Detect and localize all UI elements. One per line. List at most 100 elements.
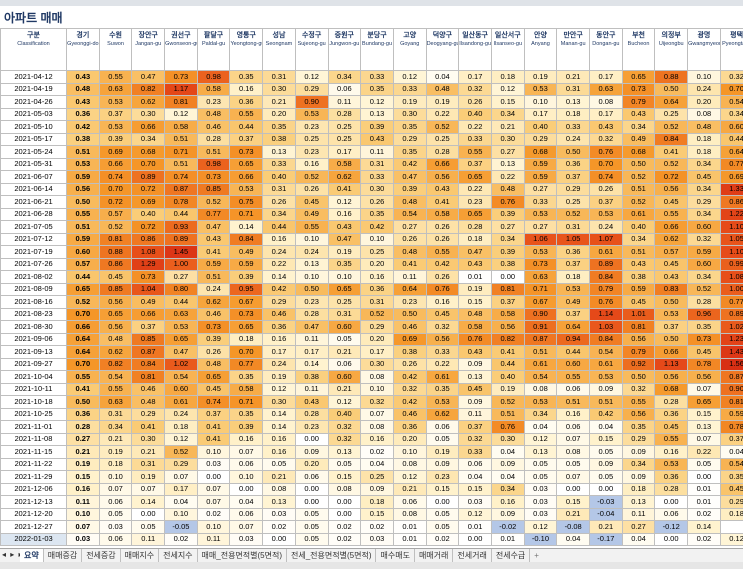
value-cell[interactable]: -0.03 — [589, 495, 623, 509]
row-date[interactable]: 2021-10-25 — [0, 407, 67, 421]
value-cell[interactable]: 0.53 — [98, 120, 133, 134]
value-cell[interactable]: 0.98 — [196, 70, 231, 84]
value-cell[interactable]: 1.56 — [719, 357, 743, 371]
value-cell[interactable]: 0.66 — [131, 120, 166, 134]
value-cell[interactable]: 0.53 — [164, 320, 198, 334]
value-cell[interactable]: 0.11 — [131, 532, 166, 546]
value-cell[interactable]: 0.25 — [360, 470, 394, 484]
value-cell[interactable]: 0.51 — [164, 157, 198, 171]
row-date[interactable]: 2021-06-21 — [0, 195, 67, 209]
row-date[interactable]: 2021-12-06 — [0, 482, 67, 496]
value-cell[interactable]: 0.10 — [294, 232, 329, 246]
value-cell[interactable]: 0.16 — [556, 407, 590, 421]
value-cell[interactable]: 0.07 — [66, 520, 100, 534]
value-cell[interactable]: 0.09 — [490, 507, 525, 521]
value-cell[interactable]: 0.76 — [490, 195, 525, 209]
value-cell[interactable]: 0.56 — [98, 320, 133, 334]
value-cell[interactable]: 0.00 — [556, 482, 590, 496]
value-cell[interactable]: 0.70 — [66, 357, 100, 371]
value-cell[interactable]: 0.27 — [523, 220, 558, 234]
value-cell[interactable]: 0.30 — [490, 432, 525, 446]
value-cell[interactable]: 0.90 — [294, 95, 329, 109]
value-cell[interactable]: 0.85 — [196, 182, 231, 196]
value-cell[interactable]: 0.41 — [131, 420, 166, 434]
value-cell[interactable]: 0.20 — [687, 95, 721, 109]
value-cell[interactable]: 0.15 — [490, 95, 525, 109]
value-cell[interactable]: 0.37 — [229, 132, 264, 146]
row-date[interactable]: 2021-05-31 — [0, 157, 67, 171]
value-cell[interactable]: 0.27 — [621, 520, 656, 534]
value-cell[interactable]: 0.51 — [196, 270, 231, 284]
value-cell[interactable]: 0.52 — [360, 307, 394, 321]
value-cell[interactable]: 0.41 — [196, 420, 231, 434]
sheet-tab[interactable]: 전세거래 — [453, 549, 492, 562]
value-cell[interactable]: 0.05 — [98, 507, 133, 521]
value-cell[interactable]: 0.16 — [425, 295, 460, 309]
value-cell[interactable]: 0.34 — [687, 182, 721, 196]
value-cell[interactable]: 0.25 — [294, 132, 329, 146]
value-cell[interactable]: 0.22 — [262, 257, 296, 271]
value-cell[interactable]: 0.15 — [687, 407, 721, 421]
value-cell[interactable]: 0.04 — [490, 470, 525, 484]
value-cell[interactable]: 0.34 — [687, 207, 721, 221]
value-cell[interactable]: 0.66 — [654, 345, 689, 359]
value-cell[interactable]: 0.23 — [196, 95, 231, 109]
value-cell[interactable]: 0.50 — [654, 295, 689, 309]
value-cell[interactable]: 0.66 — [98, 157, 133, 171]
value-cell[interactable]: 0.02 — [327, 520, 362, 534]
value-cell[interactable]: 0.59 — [719, 407, 743, 421]
value-cell[interactable]: 0.53 — [294, 107, 329, 121]
value-cell[interactable]: 0.64 — [556, 320, 590, 334]
value-cell[interactable]: 0.58 — [229, 382, 264, 396]
value-cell[interactable]: 0.58 — [490, 307, 525, 321]
value-cell[interactable]: 0.53 — [229, 182, 264, 196]
value-cell[interactable]: 0.01 — [458, 270, 492, 284]
value-cell[interactable]: 0.54 — [719, 457, 743, 471]
value-cell[interactable]: 0.50 — [392, 307, 427, 321]
value-cell[interactable]: 0.35 — [229, 407, 264, 421]
value-cell[interactable]: 1.45 — [164, 245, 198, 259]
value-cell[interactable]: 0.95 — [229, 282, 264, 296]
value-cell[interactable]: 0.48 — [98, 332, 133, 346]
value-cell[interactable]: 0.02 — [164, 532, 198, 546]
value-cell[interactable]: 0.49 — [556, 295, 590, 309]
value-cell[interactable]: 0.24 — [294, 245, 329, 259]
value-cell[interactable]: 0.37 — [556, 307, 590, 321]
value-cell[interactable]: 0.38 — [621, 270, 656, 284]
value-cell[interactable]: 0.84 — [589, 270, 623, 284]
value-cell[interactable]: 0.38 — [262, 132, 296, 146]
value-cell[interactable]: 0.41 — [425, 195, 460, 209]
value-cell[interactable]: 0.21 — [262, 95, 296, 109]
value-cell[interactable]: -0.10 — [523, 532, 558, 546]
value-cell[interactable]: 0.19 — [66, 457, 100, 471]
value-cell[interactable]: 0.38 — [490, 257, 525, 271]
value-cell[interactable]: 0.16 — [654, 445, 689, 459]
value-cell[interactable]: 0.55 — [654, 207, 689, 221]
value-cell[interactable]: 0.30 — [131, 107, 166, 121]
value-cell[interactable]: 0.19 — [392, 95, 427, 109]
value-cell[interactable]: 0.04 — [719, 445, 743, 459]
value-cell[interactable]: 0.04 — [164, 495, 198, 509]
value-cell[interactable]: 0.12 — [360, 95, 394, 109]
value-cell[interactable]: 0.13 — [687, 420, 721, 434]
value-cell[interactable]: 0.68 — [654, 382, 689, 396]
value-cell[interactable]: 0.28 — [425, 145, 460, 159]
value-cell[interactable]: 0.86 — [131, 232, 166, 246]
value-cell[interactable]: 0.18 — [621, 482, 656, 496]
value-cell[interactable]: 0.29 — [687, 195, 721, 209]
value-cell[interactable]: 1.07 — [589, 232, 623, 246]
value-cell[interactable]: 0.21 — [327, 382, 362, 396]
value-cell[interactable]: 0.53 — [589, 370, 623, 384]
value-cell[interactable]: -0.12 — [654, 520, 689, 534]
value-cell[interactable]: 0.76 — [589, 145, 623, 159]
value-cell[interactable]: 0.30 — [262, 395, 296, 409]
value-cell[interactable]: 0.07 — [229, 520, 264, 534]
value-cell[interactable]: 0.21 — [131, 445, 166, 459]
value-cell[interactable]: 0.03 — [229, 532, 264, 546]
value-cell[interactable]: 0.36 — [556, 157, 590, 171]
value-cell[interactable]: 0.56 — [621, 332, 656, 346]
value-cell[interactable]: 0.00 — [589, 482, 623, 496]
value-cell[interactable]: 0.34 — [621, 232, 656, 246]
row-date[interactable]: 2021-05-03 — [0, 107, 67, 121]
value-cell[interactable]: 0.43 — [327, 220, 362, 234]
